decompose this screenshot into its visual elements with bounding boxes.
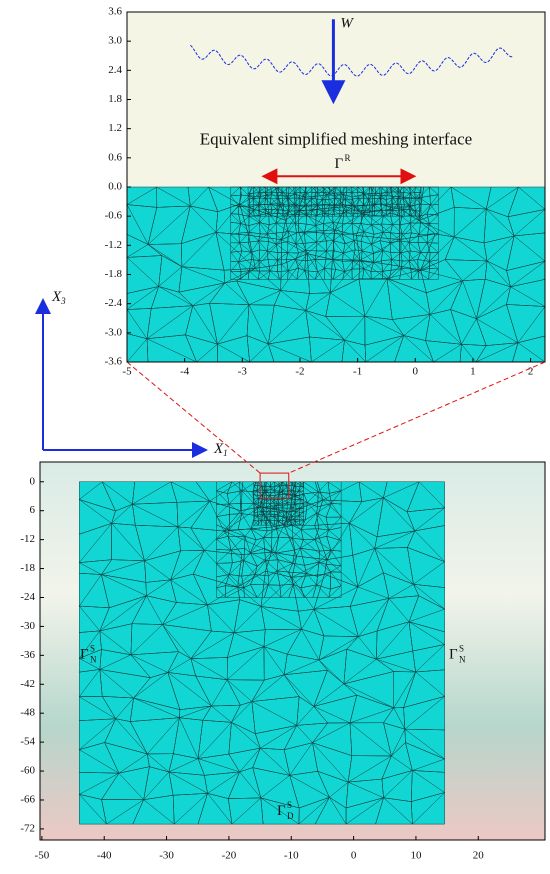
x-tick-label: 0 xyxy=(413,366,419,378)
x-tick-label: -10 xyxy=(284,850,299,862)
symbol: X xyxy=(213,441,224,457)
x-tick-label: -30 xyxy=(159,850,174,862)
y-tick-label: -54 xyxy=(20,736,35,748)
x-tick-label: 10 xyxy=(410,850,422,862)
y-tick-label: 6 xyxy=(30,504,36,516)
symbol: Γ xyxy=(335,157,344,173)
y-tick-label: 3.6 xyxy=(108,6,122,18)
x-tick-label: -50 xyxy=(35,850,50,862)
x-tick-label: 2 xyxy=(528,366,534,378)
symbol: X xyxy=(51,289,62,305)
x-tick-label: 1 xyxy=(470,366,476,378)
subscript: D xyxy=(287,811,294,821)
wave xyxy=(190,44,514,77)
top-mesh xyxy=(126,186,546,363)
y-tick-label: 3.0 xyxy=(108,35,122,47)
superscript: S xyxy=(459,643,464,653)
soil-domain xyxy=(79,481,445,825)
symbol: Γ xyxy=(449,647,458,663)
x-tick-label: 0 xyxy=(351,850,357,862)
y-tick-label: 0.6 xyxy=(108,151,122,163)
superscript: R xyxy=(345,153,351,163)
x-tick-label: -40 xyxy=(97,850,112,862)
x-tick-label: -1 xyxy=(353,366,362,378)
x-tick-label: -5 xyxy=(122,366,132,378)
x-tick-label: -2 xyxy=(295,366,304,378)
load-label: W xyxy=(340,16,354,32)
y-tick-label: 0 xyxy=(30,475,36,487)
x-tick-label: 20 xyxy=(473,850,485,862)
content: 3.6 3.0 2.4 1.8 1.2 0.6 0.0 -0.6 -1.2 -1.8 -2.4 -3.… xyxy=(20,6,546,862)
bottom-mesh xyxy=(79,481,445,825)
y-tick-label: -3.0 xyxy=(105,326,123,338)
zoom-box xyxy=(259,472,290,499)
subscript: 1 xyxy=(223,448,228,458)
y-tick-label: -60 xyxy=(20,765,35,777)
x-tick-label: -20 xyxy=(222,850,237,862)
x-tick-label: -3 xyxy=(238,366,248,378)
y-tick-label: -1.2 xyxy=(105,239,122,251)
axis-label: X3 xyxy=(51,289,66,306)
superscript: S xyxy=(287,800,292,810)
y-tick-label: -1.8 xyxy=(105,268,123,280)
mesh xyxy=(253,481,304,526)
boundary-label: ΓR xyxy=(335,153,351,172)
y-tick-label: -72 xyxy=(20,822,35,834)
boundary-label: ΓS D xyxy=(277,800,294,821)
symbol: Γ xyxy=(277,803,286,819)
axis-label: X1 xyxy=(213,441,228,458)
y-tick-label: -18 xyxy=(20,562,35,574)
mesh xyxy=(247,186,422,217)
y-tick-label: 2.4 xyxy=(108,64,122,76)
mesh xyxy=(79,481,445,825)
y-tick-label: -3.6 xyxy=(105,356,123,368)
y-tick-label: -42 xyxy=(20,678,35,690)
subscript: N xyxy=(459,654,466,664)
y-tick-label: 1.2 xyxy=(108,122,122,134)
y-tick-label: -24 xyxy=(20,591,35,603)
y-tick-label: -48 xyxy=(20,707,35,719)
y-tick-label: -36 xyxy=(20,649,35,661)
symbol: Γ xyxy=(80,647,89,663)
mesh xyxy=(216,481,342,598)
y-tick-label: 0.0 xyxy=(108,181,122,193)
zoom-connector xyxy=(288,361,546,474)
zoom-connector xyxy=(126,361,261,474)
x-tick-label: -4 xyxy=(180,366,190,378)
soil-region xyxy=(127,187,545,362)
y-tick-label: -30 xyxy=(20,620,35,632)
subscript: 3 xyxy=(60,296,66,306)
y-tick-label: -2.4 xyxy=(105,297,123,309)
y-tick-label: -12 xyxy=(20,533,35,545)
y-tick-label: -0.6 xyxy=(105,210,123,222)
boundary-label: ΓS N xyxy=(449,643,466,664)
y-tick-label: 1.8 xyxy=(108,93,122,105)
superscript: S xyxy=(90,643,95,653)
interface-label: Equivalent simplified meshing interface xyxy=(200,130,472,149)
frame xyxy=(39,461,546,841)
y-tick-label: -66 xyxy=(20,794,35,806)
boundary-label: ΓS N xyxy=(80,643,97,664)
subscript: N xyxy=(90,654,97,664)
